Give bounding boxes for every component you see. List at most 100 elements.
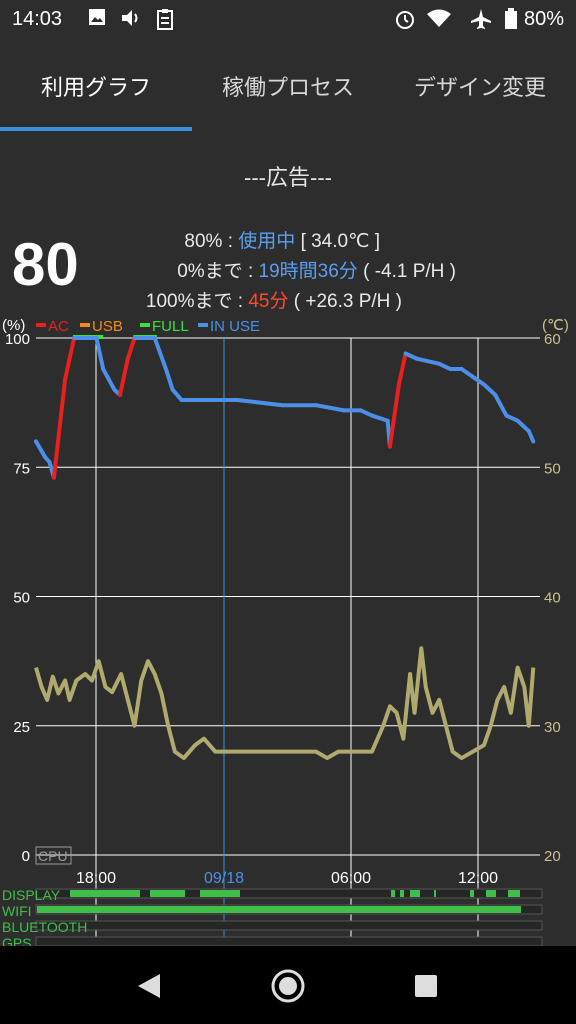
activity-label: DISPLAY (2, 887, 61, 903)
charge-rate: ( +26.3 P/H ) (293, 291, 402, 312)
tab-usage-graph[interactable]: 利用グラフ (40, 75, 151, 100)
left-tick-label: 25 (13, 719, 30, 736)
alarm-icon (396, 11, 414, 29)
info-row-until-full: 100%まで : 45分 ( +26.3 P/H ) (146, 286, 402, 313)
ad-label: ---広告--- (244, 165, 332, 190)
airplane-icon (471, 9, 491, 29)
battery-line-segment (370, 413, 390, 423)
display-activity-bar (508, 890, 520, 897)
battery-line-segment (504, 413, 520, 423)
volume-icon (122, 10, 138, 26)
home-icon[interactable] (270, 968, 306, 1004)
activity-label: BLUETOOTH (2, 919, 87, 935)
right-tick-label: 60 (544, 331, 561, 348)
battery-line-segment (163, 367, 175, 392)
display-activity-bar (391, 890, 395, 897)
battery-level: 80 (12, 231, 79, 298)
right-tick-label: 50 (544, 460, 561, 477)
until-empty-time: 19時間36分 (258, 261, 358, 282)
battery-line-segment (358, 408, 374, 418)
battery-line-segment (235, 398, 285, 408)
left-tick-label: 0 (22, 848, 30, 865)
current-percent: 80% (184, 231, 223, 252)
display-activity-bar (434, 890, 436, 897)
activity-label: WIFI (2, 903, 32, 919)
display-activity-bar (150, 890, 185, 897)
battery-line-segment (482, 382, 498, 397)
battery-line-segment (414, 356, 442, 366)
left-tick-label: 100 (5, 331, 30, 348)
navigation-bar (0, 946, 576, 1024)
battery-line-segment (403, 351, 419, 361)
display-activity-bar (70, 890, 140, 897)
until-full-time: 45分 (248, 291, 289, 312)
back-icon[interactable] (136, 972, 162, 1000)
status-time: 14:03 (12, 8, 63, 30)
right-tick-label: 20 (544, 848, 561, 865)
tab-indicator (0, 127, 192, 131)
discharge-rate: ( -4.1 P/H ) (363, 261, 456, 282)
battery-line-segment (387, 382, 401, 449)
wifi-activity-bar (37, 906, 521, 913)
battery-line-segment (515, 418, 531, 434)
right-tick-label: 40 (544, 590, 561, 607)
clipboard-icon (157, 9, 173, 30)
until-full-label: 100%まで (145, 291, 233, 312)
battery-line-segment (125, 336, 137, 361)
battery-temperature: [ 34.0℃ ] (300, 231, 380, 252)
legend-label: USB (92, 318, 123, 335)
separator: : (232, 291, 249, 312)
cpu-temperature-line (34, 646, 536, 761)
usage-status: 使用中 (238, 231, 296, 252)
legend-label: IN USE (210, 318, 260, 335)
battery-line-segment (118, 356, 130, 397)
battery-line-segment (493, 392, 509, 418)
info-row-until-empty: 0%まで : 19時間36分 ( -4.1 P/H ) (177, 256, 456, 283)
activity-track (35, 920, 543, 931)
tab-running-processes[interactable]: 稼働プロセス (221, 75, 354, 100)
battery-line-segment (94, 336, 106, 372)
activity-label: GPS (2, 935, 32, 946)
battery-line-segment (34, 439, 47, 459)
battery-icon (505, 8, 517, 29)
battery-line-segment (152, 336, 168, 372)
x-tick-label: 06:00 (331, 870, 371, 887)
activity-track (35, 936, 543, 946)
display-activity-bar (200, 890, 240, 897)
info-row-current: 80% : 使用中 [ 34.0℃ ] (184, 226, 380, 253)
battery-line-segment (459, 367, 486, 387)
cpu-label-box (35, 846, 72, 865)
x-tick-label: 12:00 (458, 870, 498, 887)
battery-line-segment (63, 336, 77, 382)
display-activity-bar (400, 890, 404, 897)
battery-line-segment (170, 387, 184, 403)
cpu-label: CPU (38, 848, 68, 864)
separator: : (242, 261, 259, 282)
tab-design-change[interactable]: デザイン変更 (413, 75, 546, 100)
display-activity-bar (486, 890, 496, 897)
left-tick-label: 75 (13, 460, 30, 477)
x-tick-label: 09/18 (204, 870, 244, 887)
status-bar: 14:03 80% (0, 0, 576, 40)
x-tick-label: 18:00 (76, 870, 116, 887)
right-tick-label: 30 (544, 719, 561, 736)
battery-line-segment (51, 377, 68, 480)
until-empty-label: 0%まで (177, 261, 243, 282)
image-icon (89, 9, 105, 25)
legend-label: FULL (152, 318, 189, 335)
recents-icon[interactable] (414, 974, 438, 998)
display-activity-bar (470, 890, 474, 897)
battery-line-segment (314, 403, 346, 413)
display-activity-bar (410, 890, 420, 897)
battery-line-segment (437, 361, 453, 372)
legend-label: AC (48, 318, 69, 335)
wifi-icon (427, 9, 451, 27)
activity-track (35, 888, 543, 899)
battery-line-segment (526, 429, 536, 444)
y-axis-unit-left: (%) (2, 317, 25, 334)
battery-line-segment (396, 351, 408, 387)
separator: : (222, 231, 239, 252)
left-tick-label: 50 (13, 590, 30, 607)
y-axis-unit-right: (℃) (542, 317, 569, 334)
battery-percent: 80% (523, 8, 564, 30)
